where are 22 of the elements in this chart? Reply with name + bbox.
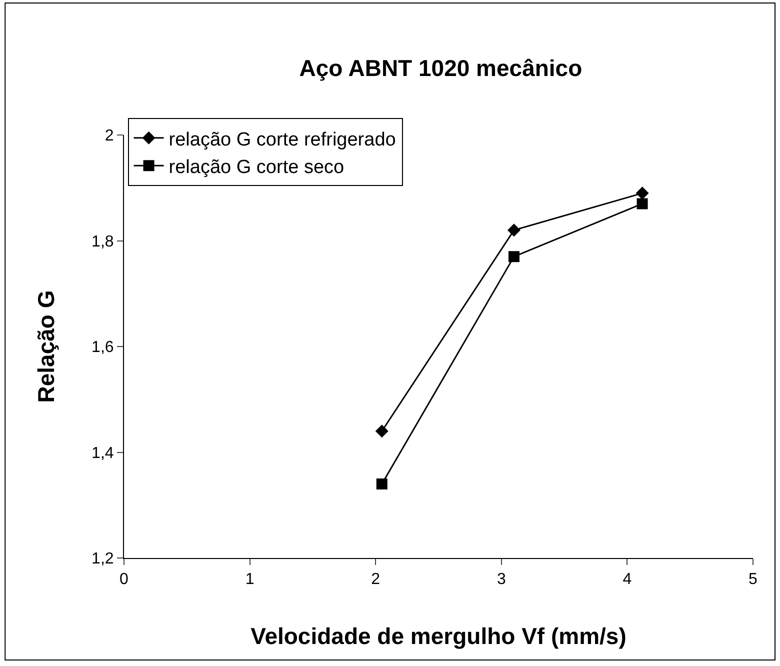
point: [508, 251, 520, 262]
x-tick-label: 2: [371, 571, 380, 588]
x-tick-label: 4: [622, 571, 632, 588]
x-tick-label: 5: [748, 571, 758, 588]
legend-label: relação G corte refrigerado: [168, 129, 396, 150]
legend-label: relação G corte seco: [168, 157, 344, 178]
x-tick-label: 0: [120, 571, 129, 588]
y-tick-label: 2: [104, 128, 114, 145]
y-axis-title: Relação G: [33, 290, 59, 403]
chart-title: Aço ABNT 1020 mecânico: [299, 54, 582, 81]
point: [636, 198, 648, 210]
y-tick-label: 1,2: [92, 550, 114, 568]
point: [375, 424, 388, 438]
point: [507, 224, 520, 237]
x-tick-label: 1: [245, 571, 254, 588]
y-tick-label: 1,8: [92, 233, 114, 250]
point: [636, 186, 649, 200]
x-axis-title: Velocidade de mergulho Vf (mm/s): [250, 622, 626, 649]
point: [376, 478, 388, 490]
y-tick-label: 1,6: [92, 339, 114, 356]
y-tick-label: 1,4: [92, 444, 114, 462]
x-tick-label: 3: [496, 571, 506, 588]
